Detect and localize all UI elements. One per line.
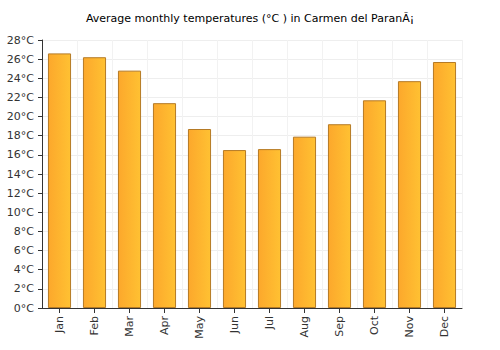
svg-text:4°C: 4°C xyxy=(14,263,34,276)
svg-text:8°C: 8°C xyxy=(14,225,34,238)
svg-text:10°C: 10°C xyxy=(7,206,34,219)
svg-text:0°C: 0°C xyxy=(14,302,34,315)
svg-text:Mar: Mar xyxy=(123,316,136,337)
svg-text:24°C: 24°C xyxy=(7,72,34,85)
svg-text:12°C: 12°C xyxy=(7,187,34,200)
svg-text:Oct: Oct xyxy=(368,315,381,335)
svg-text:May: May xyxy=(193,316,206,339)
svg-text:18°C: 18°C xyxy=(7,129,34,142)
svg-text:22°C: 22°C xyxy=(7,91,34,104)
svg-text:Feb: Feb xyxy=(88,316,101,335)
svg-text:6°C: 6°C xyxy=(14,244,34,257)
svg-text:14°C: 14°C xyxy=(7,168,34,181)
svg-text:Jun: Jun xyxy=(228,316,241,334)
svg-text:20°C: 20°C xyxy=(7,110,34,123)
svg-text:2°C: 2°C xyxy=(14,282,34,295)
svg-text:28°C: 28°C xyxy=(7,34,34,47)
svg-text:Average monthly temperatures (: Average monthly temperatures (°C ) in Ca… xyxy=(86,12,414,25)
svg-text:26°C: 26°C xyxy=(7,53,34,66)
svg-text:Sep: Sep xyxy=(333,316,346,337)
svg-text:Jul: Jul xyxy=(263,316,276,330)
svg-text:Dec: Dec xyxy=(438,316,451,337)
svg-text:Apr: Apr xyxy=(158,316,171,336)
svg-text:Jan: Jan xyxy=(53,316,66,334)
svg-text:Aug: Aug xyxy=(298,316,311,337)
svg-text:Nov: Nov xyxy=(403,316,416,338)
svg-text:16°C: 16°C xyxy=(7,148,34,161)
